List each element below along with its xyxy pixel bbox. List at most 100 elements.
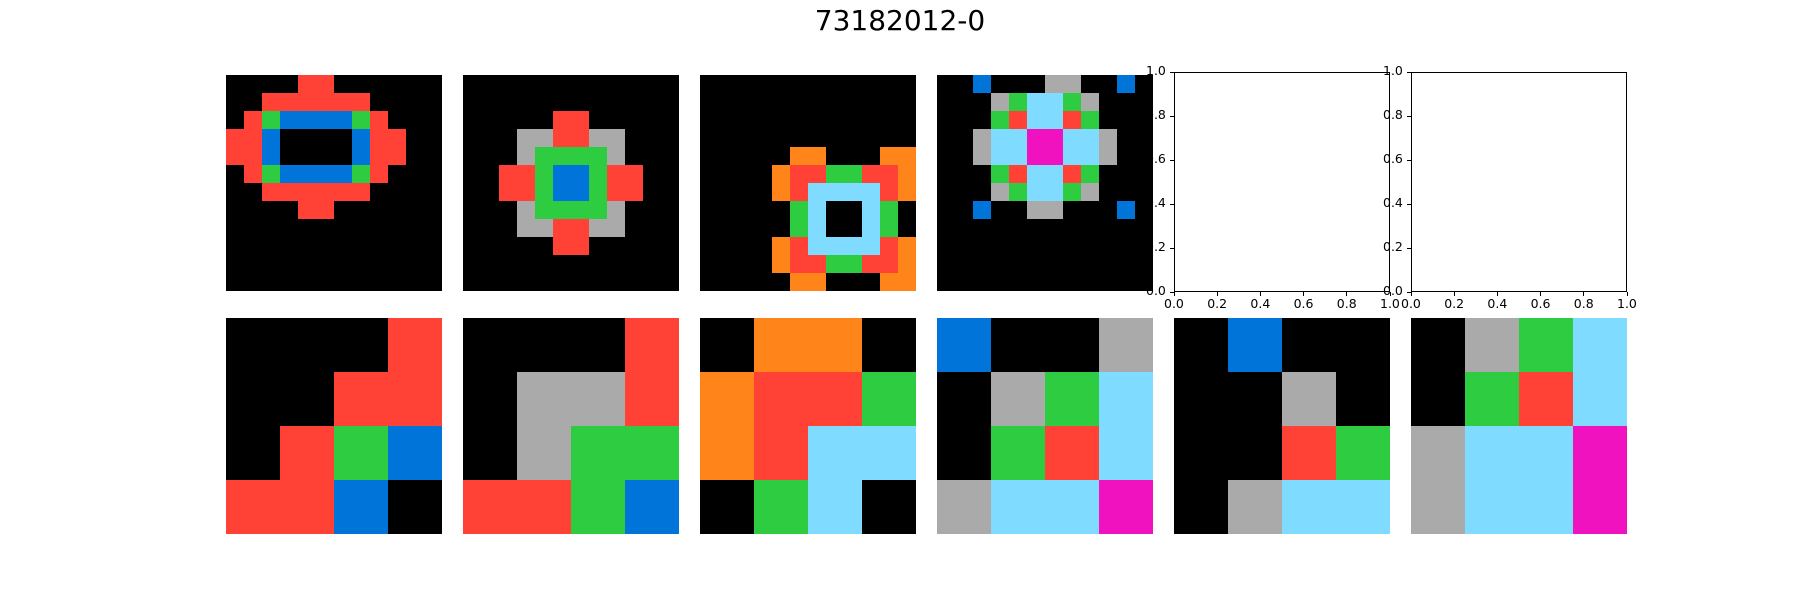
grid-cell xyxy=(1081,273,1099,291)
grid-cell xyxy=(661,183,679,201)
grid-cell xyxy=(334,318,388,372)
grid-cell xyxy=(481,75,499,93)
grid-cell xyxy=(226,165,244,183)
grid-cell xyxy=(244,237,262,255)
grid-cell xyxy=(643,201,661,219)
x-tick-label: 0.4 xyxy=(1250,296,1271,311)
grid-cell xyxy=(388,183,406,201)
grid-cell xyxy=(334,75,352,93)
grid-cell xyxy=(661,129,679,147)
grid-cell xyxy=(844,129,862,147)
grid-cell xyxy=(370,165,388,183)
grid-cell xyxy=(388,93,406,111)
grid-cell xyxy=(718,75,736,93)
grid-cell xyxy=(772,273,790,291)
grid-cell xyxy=(298,237,316,255)
grid-cell xyxy=(370,147,388,165)
grid-cell xyxy=(844,165,862,183)
grid-cell xyxy=(844,147,862,165)
grid-cell xyxy=(826,111,844,129)
grid-cell xyxy=(499,255,517,273)
grid-cell xyxy=(589,147,607,165)
grid-cell xyxy=(736,93,754,111)
grid-cell xyxy=(700,75,718,93)
grid-cell xyxy=(790,201,808,219)
grid-cell xyxy=(517,165,535,183)
grid-cell xyxy=(754,219,772,237)
grid-cell xyxy=(991,480,1045,534)
grid-cell xyxy=(973,147,991,165)
grid-cell xyxy=(1081,255,1099,273)
grid-cell xyxy=(463,129,481,147)
grid-cell xyxy=(1099,129,1117,147)
grid-cell xyxy=(463,318,517,372)
grid-cell xyxy=(1573,372,1627,426)
grid-cell xyxy=(973,93,991,111)
grid-cell xyxy=(955,183,973,201)
grid-cell xyxy=(661,201,679,219)
grid-cell xyxy=(718,93,736,111)
grid-cell xyxy=(406,201,424,219)
grid-cell xyxy=(481,129,499,147)
grid-cell xyxy=(661,165,679,183)
grid-cell xyxy=(535,129,553,147)
grid-cell xyxy=(352,165,370,183)
grid-cell xyxy=(553,93,571,111)
grid-cell xyxy=(1573,318,1627,372)
grid-cell xyxy=(553,273,571,291)
grid-cell xyxy=(589,273,607,291)
grid-cell xyxy=(1135,255,1153,273)
x-tick-mark xyxy=(1259,292,1261,296)
grid-cell xyxy=(754,129,772,147)
grid-cell xyxy=(700,318,754,372)
grid-cell xyxy=(826,201,844,219)
grid-cell xyxy=(262,129,280,147)
grid-cell xyxy=(625,372,679,426)
grid-cell xyxy=(1174,372,1228,426)
grid-cell xyxy=(1045,129,1063,147)
grid-cell xyxy=(973,183,991,201)
grid-cell xyxy=(808,426,862,480)
grid-cell xyxy=(589,219,607,237)
grid-cell xyxy=(370,255,388,273)
grid-cell xyxy=(862,273,880,291)
grid-cell xyxy=(1099,237,1117,255)
grid-cell xyxy=(955,255,973,273)
grid-cell xyxy=(1465,480,1519,534)
grid-cell xyxy=(226,480,280,534)
grid-cell xyxy=(1009,147,1027,165)
grid-cell xyxy=(298,93,316,111)
grid-cell xyxy=(862,129,880,147)
grid-cell xyxy=(1063,273,1081,291)
grid-cell xyxy=(625,129,643,147)
x-tick-label: 0.2 xyxy=(1444,296,1465,311)
grid-cell xyxy=(334,273,352,291)
grid-cell xyxy=(388,219,406,237)
grid-cell xyxy=(517,147,535,165)
grid-cell xyxy=(1045,165,1063,183)
grid-cell xyxy=(571,111,589,129)
grid-cell xyxy=(700,165,718,183)
grid-cell xyxy=(280,147,298,165)
grid-cell xyxy=(991,255,1009,273)
pixel-grid xyxy=(226,318,442,534)
grid-cell xyxy=(1027,147,1045,165)
grid-cell xyxy=(790,273,808,291)
grid-cell xyxy=(1081,183,1099,201)
grid-cell xyxy=(481,147,499,165)
grid-cell xyxy=(661,111,679,129)
grid-cell xyxy=(754,237,772,255)
grid-cell xyxy=(754,255,772,273)
grid-cell xyxy=(808,75,826,93)
x-tick-mark xyxy=(1540,292,1542,296)
grid-cell xyxy=(499,165,517,183)
grid-cell xyxy=(1117,183,1135,201)
grid-cell xyxy=(937,237,955,255)
grid-cell xyxy=(862,165,880,183)
grid-cell xyxy=(424,183,442,201)
grid-cell xyxy=(463,273,481,291)
grid-cell xyxy=(226,318,280,372)
grid-cell xyxy=(280,318,334,372)
grid-cell xyxy=(754,201,772,219)
grid-cell xyxy=(991,219,1009,237)
